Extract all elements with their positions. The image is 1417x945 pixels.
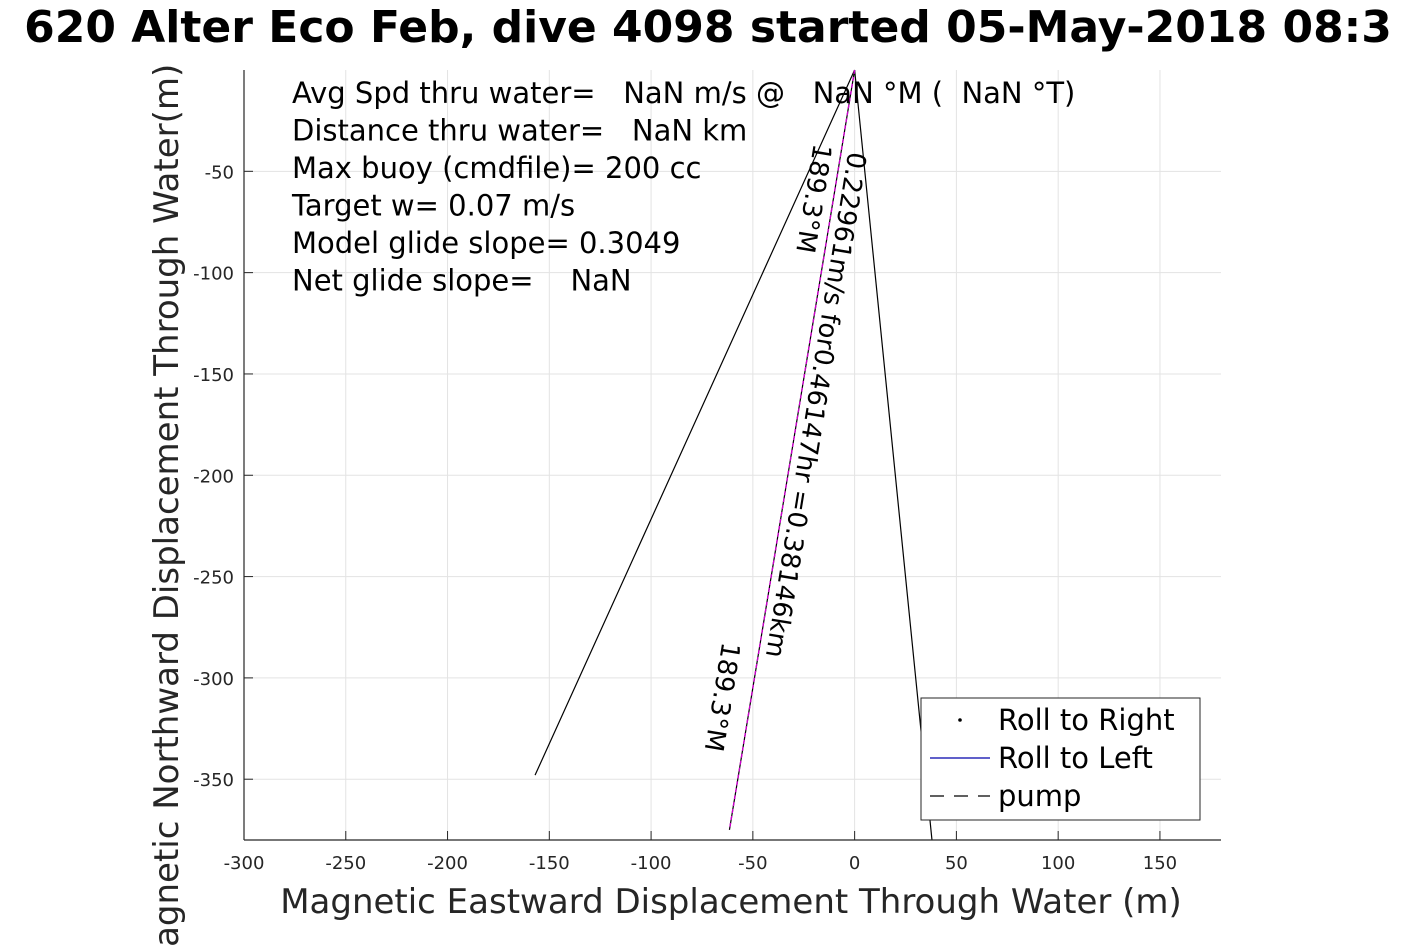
x-tick-label: -200 [427, 853, 468, 874]
legend-label: Roll to Left [998, 741, 1153, 775]
stat-line: Target w= 0.07 m/s [291, 189, 575, 223]
y-tick-label: -250 [193, 568, 234, 589]
y-tick-label: -200 [193, 466, 234, 487]
x-tick-label: 150 [1143, 853, 1177, 874]
legend-label: Roll to Right [998, 703, 1175, 737]
x-tick-label: -50 [738, 853, 767, 874]
stat-line: Max buoy (cmdfile)= 200 cc [292, 151, 701, 185]
legend-marker-dot [958, 718, 962, 722]
stat-line: Avg Spd thru water= NaN m/s @ NaN °M ( N… [292, 76, 1075, 110]
stat-line: Net glide slope= NaN [292, 264, 632, 298]
y-tick-label: -350 [193, 770, 234, 791]
x-axis-label: Magnetic Eastward Displacement Through W… [280, 882, 1182, 922]
axes [243, 70, 1221, 841]
series-track-east [854, 69, 933, 841]
legend-box [920, 697, 1201, 821]
x-tick-label: -250 [325, 853, 366, 874]
y-tick-labels: -50 -100 -150 -200 -250 -300 -350 [193, 162, 234, 791]
legend: Roll to Right Roll to Left pump [920, 697, 1201, 821]
series-track-west [534, 69, 856, 776]
legend-label: pump [998, 779, 1081, 813]
chart-title: 620 Alter Eco Feb, dive 4098 started 05-… [24, 2, 1392, 53]
x-tick-label: -150 [529, 853, 570, 874]
x-tick-labels: -300 -250 -200 -150 -100 -50 0 50 100 150 [224, 853, 1178, 874]
heading-annotation: 189.3°M [698, 640, 745, 753]
y-tick-label: -150 [193, 365, 234, 386]
y-tick-label: -100 [193, 264, 234, 285]
stat-line: Distance thru water= NaN km [292, 114, 747, 148]
y-axis-label: Magnetic Northward Displacement Through … [147, 64, 187, 945]
y-tick-label: -50 [205, 162, 234, 183]
series-heading-overlay [728, 69, 856, 830]
x-tick-label: 50 [945, 853, 968, 874]
x-tick-label: -300 [224, 853, 265, 874]
y-tick-label: -300 [193, 669, 234, 690]
annotations: 0.22961m/s for0.46147hr =0.38146km189.3°… [698, 142, 872, 754]
x-tick-label: 100 [1041, 853, 1075, 874]
stats-block: Avg Spd thru water= NaN m/s @ NaN °M ( N… [291, 76, 1075, 298]
data-series [534, 69, 933, 841]
stat-line: Model glide slope= 0.3049 [292, 226, 680, 260]
x-tick-label: 0 [849, 853, 860, 874]
x-tick-label: -100 [631, 853, 672, 874]
